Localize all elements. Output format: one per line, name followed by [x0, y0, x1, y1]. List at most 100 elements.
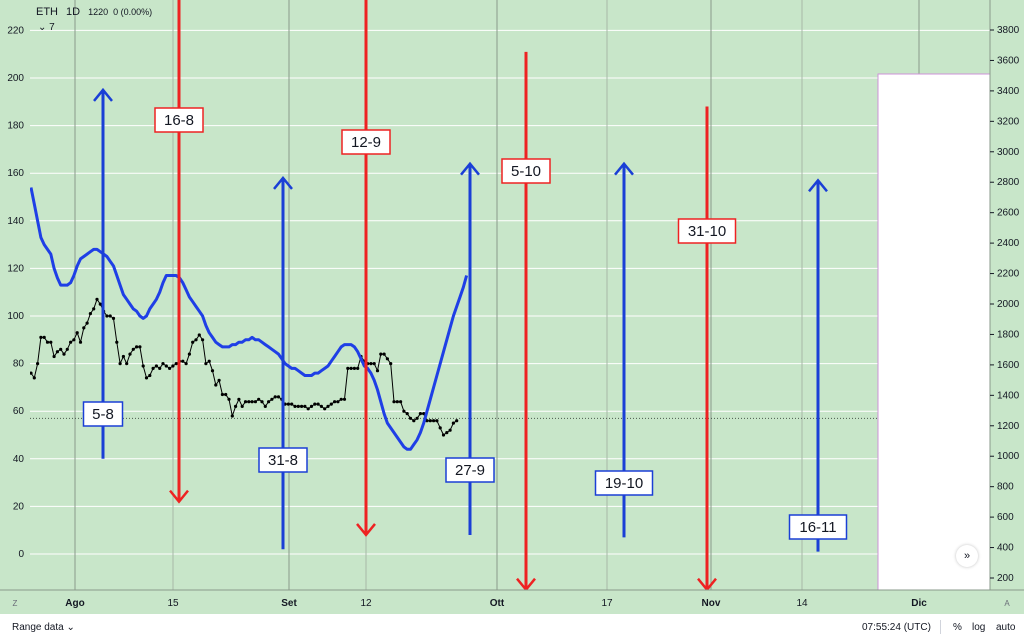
black-series-point[interactable]: [455, 419, 459, 423]
black-series-point[interactable]: [267, 400, 271, 404]
black-series-point[interactable]: [69, 340, 73, 344]
black-series-point[interactable]: [237, 397, 241, 401]
black-series-point[interactable]: [375, 369, 380, 373]
black-series-point[interactable]: [72, 338, 76, 342]
zoom-corner-left[interactable]: Z: [13, 599, 18, 608]
black-series-point[interactable]: [194, 338, 198, 342]
black-series-point[interactable]: [273, 395, 277, 399]
black-series-point[interactable]: [78, 340, 83, 344]
black-series-point[interactable]: [316, 402, 320, 406]
black-series-point[interactable]: [323, 407, 327, 411]
black-series-point[interactable]: [45, 340, 50, 344]
black-series-point[interactable]: [39, 335, 43, 339]
black-series-point[interactable]: [326, 404, 330, 408]
black-series-point[interactable]: [415, 416, 419, 420]
black-series-point[interactable]: [75, 331, 79, 335]
arrow-label-27-9[interactable]: 27-9: [445, 457, 495, 483]
black-series-point[interactable]: [313, 402, 317, 406]
black-series-point[interactable]: [128, 352, 132, 356]
zoom-corner-right[interactable]: A: [1004, 599, 1010, 608]
arrow-label-5-10[interactable]: 5-10: [501, 158, 551, 184]
black-series-point[interactable]: [121, 354, 125, 359]
black-series-point[interactable]: [88, 312, 92, 316]
range-data-button[interactable]: Range data ⌄: [12, 622, 75, 633]
arrow-label-5-8[interactable]: 5-8: [82, 401, 124, 427]
black-series-point[interactable]: [395, 400, 399, 404]
black-series-point[interactable]: [135, 345, 139, 349]
black-series-point[interactable]: [214, 383, 218, 387]
black-series-point[interactable]: [105, 314, 109, 318]
indicators-toggle[interactable]: ⌄ 7: [38, 22, 55, 33]
black-series-point[interactable]: [422, 412, 426, 416]
black-series-point[interactable]: [174, 362, 178, 366]
black-series-point[interactable]: [207, 359, 211, 363]
black-series-point[interactable]: [168, 366, 172, 370]
black-series-point[interactable]: [154, 364, 158, 368]
black-series-point[interactable]: [425, 419, 429, 423]
timeframe-label[interactable]: 1D: [66, 6, 81, 18]
black-series-point[interactable]: [187, 352, 191, 356]
black-series-point[interactable]: [141, 364, 145, 368]
black-series-point[interactable]: [164, 364, 168, 368]
black-series-point[interactable]: [204, 362, 208, 366]
black-series-point[interactable]: [36, 362, 40, 366]
black-series-point[interactable]: [399, 400, 403, 404]
black-series-point[interactable]: [346, 366, 350, 370]
black-series-point[interactable]: [336, 400, 340, 404]
black-series-point[interactable]: [227, 397, 231, 401]
black-series-point[interactable]: [385, 357, 389, 361]
black-series-point[interactable]: [349, 366, 353, 370]
black-series-point[interactable]: [296, 404, 300, 408]
black-series-point[interactable]: [138, 345, 142, 349]
black-series-point[interactable]: [329, 402, 333, 406]
black-series-point[interactable]: [184, 362, 188, 366]
black-series-point[interactable]: [201, 338, 205, 342]
black-series-point[interactable]: [372, 362, 376, 366]
black-series-point[interactable]: [234, 404, 238, 408]
black-series-point[interactable]: [389, 362, 393, 366]
black-series-point[interactable]: [224, 392, 228, 397]
black-series-point[interactable]: [333, 400, 337, 404]
black-series-point[interactable]: [263, 404, 267, 408]
black-series-point[interactable]: [250, 400, 254, 404]
black-series-point[interactable]: [300, 404, 304, 408]
black-series-point[interactable]: [98, 302, 102, 306]
black-series-point[interactable]: [42, 335, 46, 339]
black-series-point[interactable]: [441, 433, 446, 437]
black-series-point[interactable]: [158, 366, 162, 370]
black-series-point[interactable]: [260, 400, 264, 404]
black-series-point[interactable]: [197, 333, 201, 337]
black-series-point[interactable]: [379, 352, 383, 356]
time-axis[interactable]: Ago 15 Set 12 Ott 17 Nov 14 Dic Z A: [0, 589, 1024, 614]
black-series-point[interactable]: [412, 419, 416, 423]
black-series-point[interactable]: [243, 400, 248, 404]
black-series-point[interactable]: [55, 350, 60, 354]
black-series-point[interactable]: [59, 347, 63, 351]
black-series-point[interactable]: [270, 397, 274, 401]
arrow-label-19-10[interactable]: 19-10: [594, 470, 654, 496]
black-series-point[interactable]: [286, 402, 290, 406]
black-series-point[interactable]: [181, 359, 185, 363]
black-series-point[interactable]: [148, 373, 152, 378]
black-series-point[interactable]: [448, 428, 452, 432]
black-series-point[interactable]: [220, 392, 224, 397]
chart-canvas[interactable]: 5-8 16-8 31-8 12-9 27-9 5-10 19-10 31-10 16-11 0…: [0, 0, 1024, 614]
black-series-point[interactable]: [418, 412, 422, 416]
black-series-point[interactable]: [293, 404, 297, 408]
black-series-point[interactable]: [151, 366, 155, 370]
black-series-point[interactable]: [49, 340, 53, 344]
black-series-point[interactable]: [257, 397, 261, 401]
black-series-point[interactable]: [32, 376, 36, 380]
black-series-point[interactable]: [115, 340, 119, 344]
scroll-to-realtime-button[interactable]: »: [956, 545, 978, 567]
black-series-point[interactable]: [253, 400, 257, 404]
black-series-point[interactable]: [356, 366, 360, 370]
black-series-point[interactable]: [369, 362, 373, 366]
black-series-point[interactable]: [29, 371, 33, 375]
black-series-point[interactable]: [230, 414, 234, 418]
arrow-label-16-11[interactable]: 16-11: [788, 514, 848, 540]
black-series-point[interactable]: [144, 376, 149, 380]
black-series-point[interactable]: [161, 362, 165, 366]
arrow-label-31-8[interactable]: 31-8: [258, 447, 308, 473]
black-series-point[interactable]: [445, 431, 449, 435]
